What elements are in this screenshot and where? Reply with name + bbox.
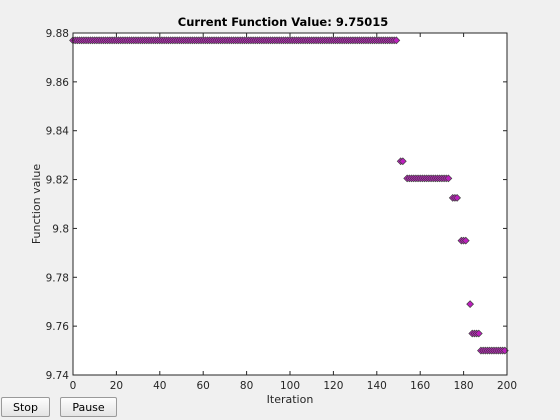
x-tick-label: 60 [197, 380, 210, 392]
axis-ticks: 0 20 40 60 80 100 120 140 160 180 200 9.74 9.76 9.78 9… [46, 28, 517, 392]
data-point [444, 174, 453, 183]
pause-button[interactable]: Pause [60, 397, 117, 417]
y-tick-label: 9.86 [46, 77, 70, 89]
y-tick-label: 9.84 [46, 126, 70, 138]
y-tick-label: 9.76 [46, 321, 70, 333]
y-tick-label: 9.74 [46, 370, 70, 382]
x-tick-label: 40 [153, 380, 166, 392]
x-tick-label: 160 [410, 380, 430, 392]
data-points [69, 36, 509, 355]
data-point [392, 36, 401, 45]
data-point [453, 193, 461, 202]
y-tick-label: 9.82 [46, 175, 69, 187]
data-point [466, 300, 475, 309]
y-tick-label: 9.78 [46, 272, 69, 284]
x-tick-label: 200 [497, 380, 517, 392]
chart-title: Current Function Value: 9.75015 [178, 15, 388, 29]
data-point [398, 157, 407, 166]
x-tick-label: 0 [70, 380, 77, 392]
data-point [461, 236, 470, 245]
y-tick-label: 9.8 [52, 223, 69, 235]
y-tick-label: 9.88 [46, 28, 69, 40]
y-axis-label: Function value [30, 164, 43, 245]
x-tick-label: 140 [367, 380, 387, 392]
x-tick-label: 100 [280, 380, 300, 392]
x-tick-label: 80 [240, 380, 253, 392]
x-axis-label: Iteration [267, 393, 314, 406]
data-point [474, 329, 483, 338]
x-tick-label: 180 [454, 380, 474, 392]
stop-button[interactable]: Stop [1, 397, 50, 417]
x-tick-label: 120 [323, 380, 343, 392]
x-tick-label: 20 [110, 380, 123, 392]
axes-background [73, 33, 507, 375]
